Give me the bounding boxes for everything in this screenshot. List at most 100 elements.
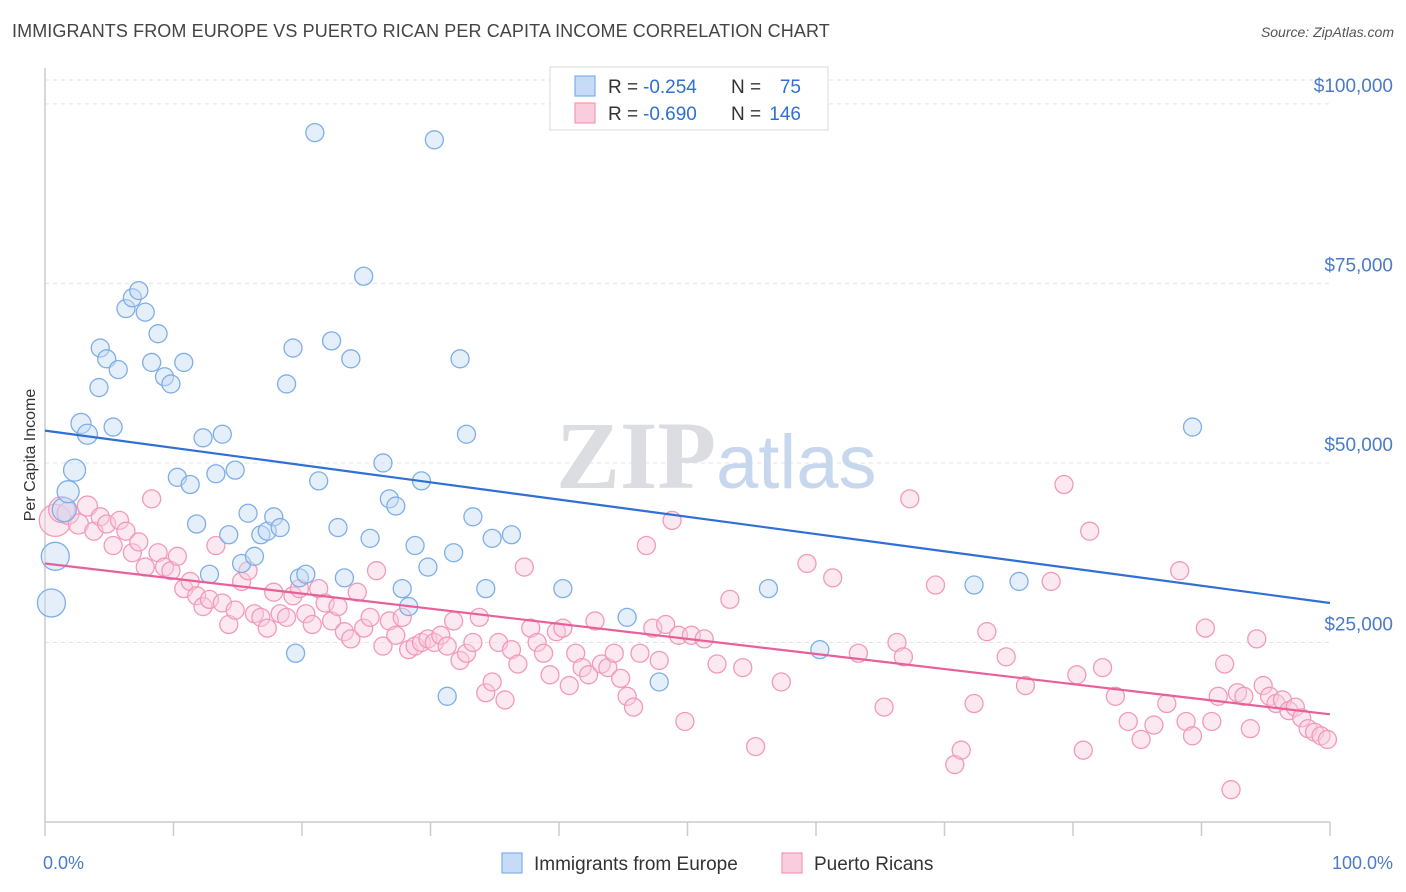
puerto-ricans-point-105 — [797, 553, 817, 574]
watermark: ZIP atlas — [556, 402, 877, 509]
europe-point-62 — [463, 507, 483, 527]
puerto-ricans-point-18 — [167, 546, 188, 566]
legend-n-label-1: N = — [731, 104, 761, 125]
puerto-ricans-point-101 — [720, 589, 740, 610]
puerto-ricans-point-122 — [1073, 740, 1093, 760]
europe-point-25 — [199, 564, 220, 584]
europe-point-66 — [553, 578, 573, 599]
europe-point-56 — [418, 557, 438, 577]
europe-point-47 — [354, 266, 374, 286]
puerto-ricans-point-108 — [874, 697, 894, 717]
europe-point-42 — [309, 471, 329, 491]
europe-point-54 — [405, 535, 425, 556]
europe-point-64 — [482, 528, 502, 549]
puerto-ricans-point-12 — [129, 532, 149, 552]
europe-point-68 — [649, 672, 669, 692]
puerto-ricans-point-31 — [251, 607, 271, 627]
puerto-ricans-point-47 — [354, 618, 374, 638]
puerto-ricans-point-99 — [694, 629, 714, 649]
europe-point-72 — [1009, 571, 1029, 592]
trend-lines — [44, 429, 1331, 716]
legend-n-value-0: 75 — [780, 77, 801, 98]
puerto-ricans-point-110 — [893, 647, 914, 667]
series-immigrants-from-europe — [36, 122, 1203, 706]
puerto-ricans-point-65 — [469, 607, 489, 627]
europe-point-4 — [62, 458, 87, 482]
europe-point-28 — [219, 525, 239, 545]
watermark-zip: ZIP — [556, 402, 716, 509]
puerto-ricans-point-27 — [225, 600, 245, 620]
europe-point-45 — [334, 568, 355, 588]
europe-point-40 — [296, 564, 316, 584]
puerto-ricans-point-106 — [823, 568, 843, 588]
puerto-ricans-point-53 — [392, 607, 412, 627]
puerto-ricans-point-112 — [925, 575, 946, 595]
puerto-ricans-point-100 — [707, 654, 727, 674]
puerto-ricans-point-136 — [1214, 654, 1235, 674]
puerto-ricans-point-114 — [951, 740, 971, 760]
puerto-ricans-point-115 — [964, 693, 984, 714]
europe-point-58 — [437, 686, 457, 706]
europe-point-60 — [450, 349, 470, 369]
legend-swatch-blue — [574, 75, 596, 97]
puerto-ricans-point-38 — [296, 604, 316, 624]
legend-r-label-1: R = — [608, 104, 638, 125]
puerto-ricans-point-67 — [482, 672, 502, 692]
europe-point-10 — [103, 417, 123, 437]
puerto-ricans-point-130 — [1170, 561, 1190, 581]
puerto-ricans-point-127 — [1131, 729, 1151, 750]
europe-point-31 — [238, 503, 258, 523]
europe-point-51 — [386, 496, 406, 516]
puerto-ricans-point-71 — [508, 654, 528, 674]
europe-point-15 — [135, 302, 155, 322]
puerto-ricans-point-66 — [476, 683, 496, 703]
legend-bottom-label-1: Puerto Ricans — [814, 854, 933, 875]
europe-point-29 — [225, 460, 245, 480]
europe-point-2 — [51, 496, 77, 523]
puerto-ricans-point-64 — [463, 632, 483, 653]
puerto-ricans-point-126 — [1118, 711, 1138, 732]
puerto-ricans-point-9 — [109, 510, 130, 531]
puerto-ricans-point-117 — [996, 647, 1016, 667]
puerto-ricans-point-50 — [373, 636, 393, 656]
puerto-ricans-point-35 — [276, 607, 297, 627]
legend-bottom-swatch-blue — [501, 852, 523, 874]
puerto-ricans-point-121 — [1067, 665, 1087, 685]
europe-point-59 — [443, 543, 464, 563]
europe-point-73 — [1182, 417, 1203, 437]
puerto-ricans-point-52 — [386, 625, 406, 645]
europe-point-48 — [360, 528, 380, 549]
puerto-ricans-point-89 — [623, 697, 644, 717]
europe-point-36 — [270, 517, 290, 538]
puerto-ricans-point-148 — [1292, 708, 1312, 728]
europe-point-52 — [392, 578, 412, 599]
europe-point-6 — [76, 423, 99, 445]
europe-point-11 — [108, 359, 128, 380]
legend-r-label-0: R = — [608, 77, 638, 98]
puerto-ricans-point-125 — [1105, 686, 1126, 706]
puerto-ricans-point-141 — [1247, 629, 1267, 649]
europe-point-19 — [161, 374, 181, 394]
puerto-ricans-point-83 — [585, 611, 605, 631]
y-tick-label-1: $50,000 — [1324, 435, 1393, 456]
puerto-ricans-point-82 — [578, 665, 599, 685]
puerto-ricans-point-78 — [553, 618, 573, 638]
legend-n-value-1: 146 — [769, 104, 801, 125]
europe-point-69 — [758, 578, 779, 599]
puerto-ricans-point-111 — [900, 489, 920, 509]
puerto-ricans-point-123 — [1080, 521, 1100, 541]
puerto-ricans-point-49 — [366, 561, 387, 581]
x-tick-min: 0.0% — [43, 853, 84, 873]
puerto-ricans-point-152 — [1317, 729, 1338, 750]
europe-point-49 — [373, 453, 393, 473]
puerto-ricans-point-103 — [745, 736, 766, 757]
puerto-ricans-point-60 — [437, 636, 457, 656]
chart-title: IMMIGRANTS FROM EUROPE VS PUERTO RICAN P… — [12, 21, 830, 41]
puerto-ricans-point-129 — [1157, 693, 1177, 714]
puerto-ricans-point-10 — [116, 521, 136, 541]
puerto-ricans-point-24 — [206, 535, 226, 556]
x-tick-max: 100.0% — [1332, 853, 1393, 873]
puerto-ricans-point-133 — [1195, 618, 1216, 638]
puerto-ricans-point-8 — [103, 535, 123, 556]
puerto-ricans-point-13 — [135, 557, 155, 577]
